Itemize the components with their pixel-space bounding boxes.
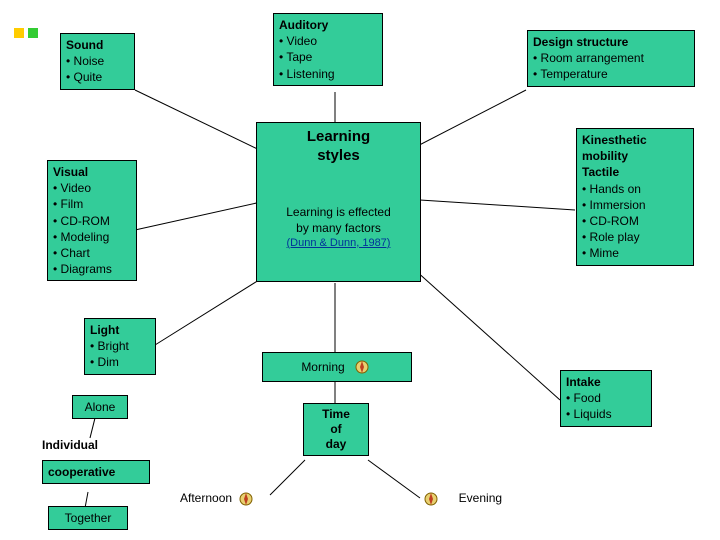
intake-item: • Liquids bbox=[566, 406, 646, 422]
intake-item: • Food bbox=[566, 390, 646, 406]
auditory-item: • Tape bbox=[279, 49, 377, 65]
sound-item: • Noise bbox=[66, 53, 129, 69]
cooperative-box: cooperative bbox=[42, 460, 150, 484]
kinesthetic-title2: mobility bbox=[582, 148, 688, 164]
timeofday-l1: Time bbox=[309, 407, 363, 422]
design-item: • Temperature bbox=[533, 66, 689, 82]
design-box: Design structure • Room arrangement • Te… bbox=[527, 30, 695, 87]
decorative-bullets bbox=[14, 28, 38, 38]
central-citation: (Dunn & Dunn, 1987) bbox=[262, 236, 415, 251]
sound-box: Sound • Noise • Quite bbox=[60, 33, 135, 90]
auditory-box: Auditory • Video • Tape • Listening bbox=[273, 13, 383, 86]
evening-group: Evening bbox=[420, 490, 502, 508]
kinesthetic-item: • Mime bbox=[582, 245, 688, 261]
cooperative-label: cooperative bbox=[48, 465, 115, 479]
central-sub1: Learning is effected bbox=[262, 204, 415, 220]
individual-label: Individual bbox=[42, 438, 98, 454]
visual-item: • Video bbox=[53, 180, 131, 196]
design-item: • Room arrangement bbox=[533, 50, 689, 66]
light-box: Light • Bright • Dim bbox=[84, 318, 156, 375]
auditory-item: • Listening bbox=[279, 66, 377, 82]
kinesthetic-title1: Kinesthetic bbox=[582, 132, 688, 148]
visual-item: • Diagrams bbox=[53, 261, 131, 277]
intake-title: Intake bbox=[566, 374, 646, 390]
together-box: Together bbox=[48, 506, 128, 530]
sound-title: Sound bbox=[66, 37, 129, 53]
kinesthetic-item: • CD-ROM bbox=[582, 213, 688, 229]
visual-item: • Film bbox=[53, 196, 131, 212]
light-item: • Bright bbox=[90, 338, 150, 354]
visual-title: Visual bbox=[53, 164, 131, 180]
afternoon-group: Afternoon bbox=[180, 490, 257, 508]
kinesthetic-box: Kinesthetic mobility Tactile • Hands on … bbox=[576, 128, 694, 266]
auditory-title: Auditory bbox=[279, 17, 377, 33]
light-title: Light bbox=[90, 322, 150, 338]
kinesthetic-item: • Role play bbox=[582, 229, 688, 245]
timeofday-l3: day bbox=[309, 437, 363, 452]
auditory-item: • Video bbox=[279, 33, 377, 49]
morning-label: Morning bbox=[301, 359, 344, 375]
evening-label: Evening bbox=[459, 491, 502, 505]
timeofday-l2: of bbox=[309, 422, 363, 437]
intake-box: Intake • Food • Liquids bbox=[560, 370, 652, 427]
light-item: • Dim bbox=[90, 354, 150, 370]
alone-label: Alone bbox=[85, 400, 116, 414]
compass-icon bbox=[420, 490, 442, 508]
kinesthetic-item: • Hands on bbox=[582, 181, 688, 197]
compass-icon bbox=[235, 490, 257, 508]
design-title: Design structure bbox=[533, 34, 689, 50]
kinesthetic-title3: Tactile bbox=[582, 164, 688, 180]
afternoon-label: Afternoon bbox=[180, 491, 232, 505]
visual-item: • Chart bbox=[53, 245, 131, 261]
compass-icon bbox=[351, 358, 373, 376]
visual-box: Visual • Video • Film • CD-ROM • Modelin… bbox=[47, 160, 137, 281]
alone-box: Alone bbox=[72, 395, 128, 419]
together-label: Together bbox=[65, 511, 112, 525]
kinesthetic-item: • Immersion bbox=[582, 197, 688, 213]
central-sub2: by many factors bbox=[262, 220, 415, 236]
morning-box: Morning bbox=[262, 352, 412, 382]
sound-item: • Quite bbox=[66, 69, 129, 85]
visual-item: • Modeling bbox=[53, 229, 131, 245]
visual-item: • CD-ROM bbox=[53, 213, 131, 229]
central-title: Learningstyles bbox=[262, 128, 415, 166]
central-box: Learningstyles Learning is effected by m… bbox=[256, 122, 421, 282]
timeofday-box: Time of day bbox=[303, 403, 369, 456]
